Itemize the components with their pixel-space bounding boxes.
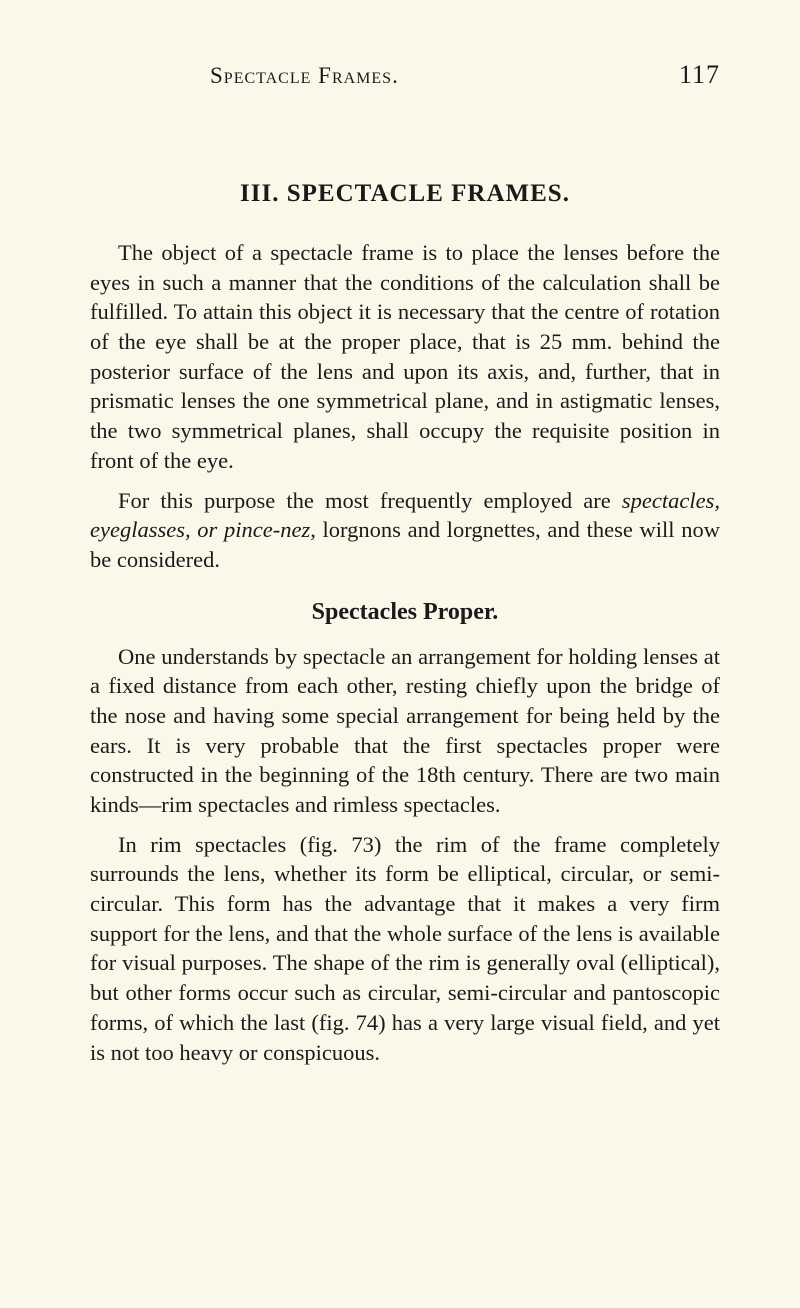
running-title: Spectacle Frames. bbox=[210, 63, 399, 89]
chapter-heading: III. SPECTACLE FRAMES. bbox=[90, 180, 720, 208]
paragraph-3: One understands by spectacle an arrangem… bbox=[90, 642, 720, 820]
running-header: Spectacle Frames. 117 bbox=[90, 60, 720, 90]
paragraph-2: For this purpose the most frequently emp… bbox=[90, 486, 720, 575]
paragraph-1: The object of a spectacle frame is to pl… bbox=[90, 238, 720, 476]
paragraph-2-part-a: For this purpose the most frequently emp… bbox=[118, 488, 622, 513]
subheading: Spectacles Proper. bbox=[90, 599, 720, 626]
paragraph-4: In rim spectacles (fig. 73) the rim of t… bbox=[90, 830, 720, 1068]
page-number: 117 bbox=[679, 60, 720, 90]
